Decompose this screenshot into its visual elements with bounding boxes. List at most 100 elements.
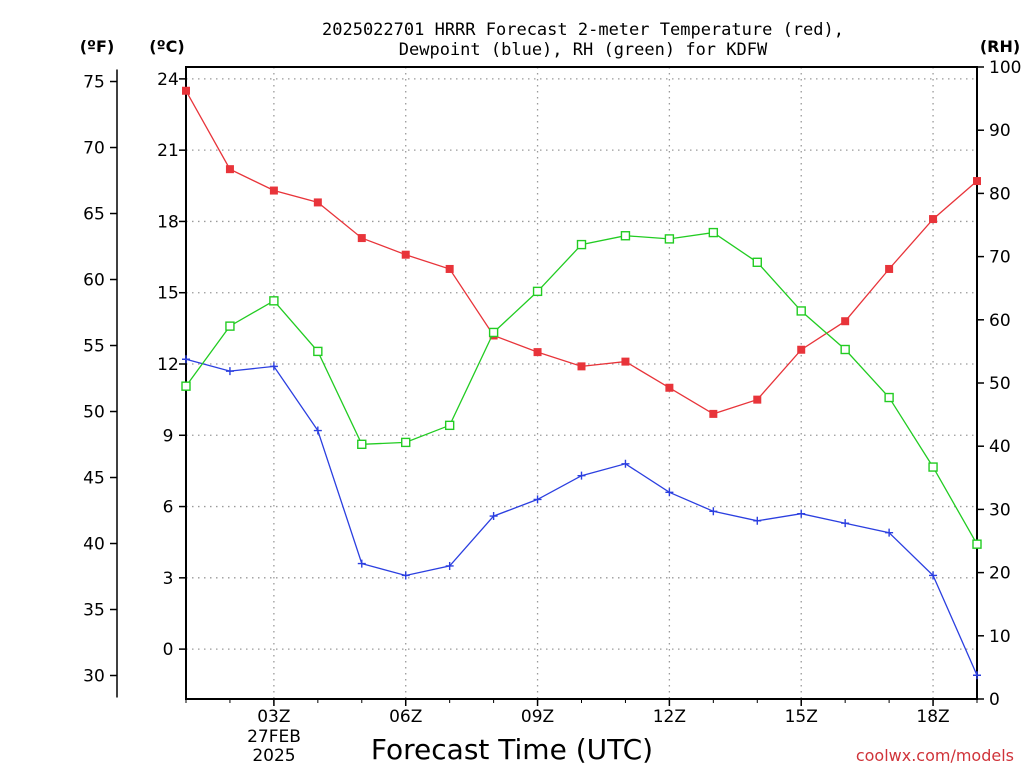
temperature-point (709, 409, 718, 418)
rh-point (444, 420, 455, 431)
rh-point (357, 439, 367, 450)
axes (110, 66, 984, 706)
rh-point (620, 231, 631, 241)
rh-point (972, 539, 982, 549)
celsius-tick-label: 12 (157, 355, 179, 375)
temperature-point (665, 383, 674, 392)
fahrenheit-tick-label: 50 (83, 403, 105, 423)
dewpoint-point (269, 362, 278, 371)
dewpoint-point (841, 519, 850, 528)
fahrenheit-tick-label: 60 (83, 271, 105, 291)
dewpoint-point (973, 671, 981, 680)
rh-point (796, 306, 806, 316)
dewpoint-line (185, 358, 978, 676)
x-tick-label: 03Z (257, 707, 290, 727)
rh-tick-label: 20 (989, 564, 1011, 584)
fahrenheit-unit-label: (ºF) (80, 37, 115, 56)
rh-tick-label: 30 (989, 500, 1011, 520)
rh-tick-label: 40 (989, 437, 1011, 457)
dewpoint-point (665, 488, 674, 497)
fahrenheit-tick-label: 75 (83, 73, 105, 93)
celsius-unit-label: (ºC) (149, 37, 184, 56)
rh-point (532, 286, 543, 297)
dewpoint-point (885, 528, 894, 537)
rh-tick-label: 10 (989, 627, 1011, 647)
rh-point (928, 462, 938, 472)
temperature-point (533, 348, 542, 357)
celsius-tick-label: 9 (163, 426, 174, 446)
fahrenheit-tick-label: 55 (83, 337, 105, 357)
rh-tick-label: 90 (989, 121, 1011, 141)
rh-tick-label: 70 (989, 248, 1011, 268)
chart-title-line2: Dewpoint (blue), RH (green) for KDFW (399, 40, 768, 60)
rh-point (269, 296, 279, 306)
x-tick-label: 12Z (653, 707, 686, 727)
celsius-tick-label: 18 (157, 212, 179, 232)
dewpoint-point (357, 559, 366, 568)
fahrenheit-tick-label: 30 (83, 667, 105, 687)
celsius-tick-label: 0 (163, 640, 174, 660)
fahrenheit-tick-label: 70 (83, 139, 105, 159)
dewpoint-point (533, 495, 542, 504)
rh-point (225, 321, 235, 331)
dewpoint-point (489, 512, 498, 521)
chart-title-line1: 2025022701 HRRR Forecast 2-meter Tempera… (322, 20, 844, 40)
rh-point (884, 392, 894, 403)
temperature-point (182, 86, 190, 95)
temperature-point (753, 395, 762, 404)
dewpoint-point (929, 571, 938, 580)
temperature-point (577, 362, 586, 371)
rh-point (313, 346, 323, 357)
dewpoint-point (709, 507, 718, 516)
temperature-point (357, 234, 366, 243)
grid-lines (186, 67, 977, 699)
dewpoint-point (797, 509, 806, 518)
temperature-point (313, 198, 322, 207)
celsius-tick-label: 15 (157, 284, 179, 304)
dewpoint-point (577, 471, 586, 480)
x-tick-label: 06Z (389, 707, 422, 727)
date-day-label: 27FEB (247, 727, 301, 747)
rh-unit-label: (RH) (980, 37, 1020, 56)
temperature-point (973, 177, 981, 186)
celsius-tick-label: 24 (157, 70, 179, 90)
date-year-label: 2025 (252, 746, 295, 766)
dewpoint-point (225, 367, 234, 376)
dewpoint-point (313, 426, 322, 435)
dewpoint-point (753, 516, 762, 525)
fahrenheit-tick-label: 35 (83, 601, 105, 621)
celsius-tick-label: 21 (157, 141, 179, 161)
fahrenheit-tick-label: 40 (83, 535, 105, 555)
rh-point (664, 234, 675, 244)
rh-line (185, 231, 978, 545)
temperature-point (445, 264, 454, 273)
temperature-point (797, 345, 806, 354)
celsius-tick-label: 3 (163, 569, 174, 589)
rh-tick-label: 50 (989, 374, 1011, 394)
fahrenheit-tick-label: 45 (83, 469, 105, 489)
temperature-point (621, 357, 630, 366)
rh-tick-label: 0 (989, 690, 1000, 710)
x-tick-label: 18Z (916, 707, 949, 727)
temperature-point (885, 264, 894, 273)
temperature-point (841, 317, 850, 326)
rh-point (576, 239, 587, 250)
temperature-point (269, 186, 278, 195)
x-tick-label: 09Z (521, 707, 554, 727)
temperature-point (225, 165, 234, 174)
rh-point (752, 257, 762, 267)
rh-point (181, 381, 191, 391)
dewpoint-point (621, 459, 630, 468)
rh-tick-label: 100 (989, 58, 1021, 78)
dewpoint-point (182, 355, 190, 364)
rh-point (708, 227, 719, 238)
rh-point (488, 327, 499, 338)
dewpoint-point (445, 561, 454, 570)
fahrenheit-tick-label: 65 (83, 205, 105, 225)
celsius-tick-label: 6 (163, 498, 174, 518)
x-axis-title: Forecast Time (UTC) (371, 733, 653, 766)
dewpoint-point (401, 571, 410, 580)
x-tick-label: 15Z (785, 707, 818, 727)
